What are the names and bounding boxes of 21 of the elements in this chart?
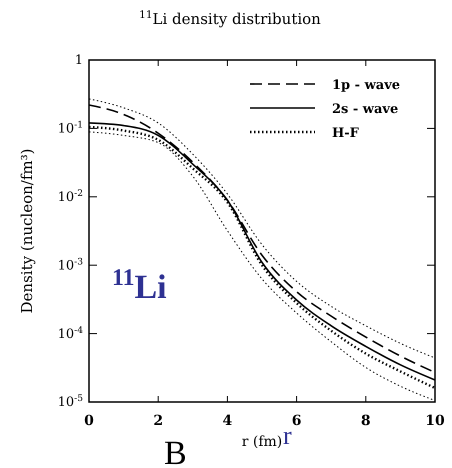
y-tick-label: 10$^{-5}$: [58, 394, 84, 410]
legend-label: 1p - wave: [332, 78, 400, 93]
legend-label: H-F: [332, 126, 360, 141]
x-tick-label: 2: [153, 413, 164, 429]
y-tick-label: 10$^{-4}$: [58, 326, 84, 342]
text: r: [283, 421, 292, 450]
annotation: $^{11}$Li: [112, 265, 167, 306]
x-tick-label: 4: [222, 413, 233, 429]
y-tick-label: 10$^{-2}$: [58, 188, 83, 205]
legend-label: 2s - wave: [332, 102, 398, 117]
x-axis-title: r (fm): [242, 434, 282, 450]
chart-title: $^{11}$Li density distribution: [139, 9, 322, 28]
y-tick-label: 10$^{-3}$: [58, 257, 84, 274]
y-tick-label: 10$^{-1}$: [58, 120, 83, 137]
x-tick-label: 10: [425, 413, 445, 429]
x-tick-label: 8: [360, 413, 371, 429]
text: B: [164, 435, 187, 468]
x-tick-label: 0: [84, 413, 94, 429]
y-axis-title: Density (nucleon/fm³): [18, 148, 36, 314]
y-tick-label: 1: [74, 53, 83, 68]
x-tick-label: 6: [292, 413, 302, 429]
